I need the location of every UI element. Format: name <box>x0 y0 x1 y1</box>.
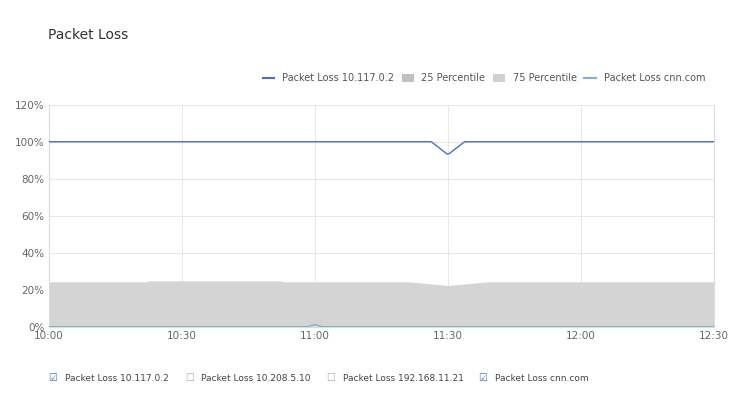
Text: ☐: ☐ <box>185 373 193 383</box>
Text: Packet Loss cnn.com: Packet Loss cnn.com <box>495 374 589 383</box>
Text: Packet Loss 10.208.5.10: Packet Loss 10.208.5.10 <box>202 374 311 383</box>
Text: ☑: ☑ <box>48 373 57 383</box>
Text: ☑: ☑ <box>478 373 487 383</box>
Legend: Packet Loss 10.117.0.2, 25 Percentile, 75 Percentile, Packet Loss cnn.com: Packet Loss 10.117.0.2, 25 Percentile, 7… <box>259 69 709 87</box>
Text: ☐: ☐ <box>327 373 336 383</box>
Text: Packet Loss 192.168.11.21: Packet Loss 192.168.11.21 <box>343 374 464 383</box>
Text: Packet Loss: Packet Loss <box>48 28 129 42</box>
Text: Packet Loss 10.117.0.2: Packet Loss 10.117.0.2 <box>65 374 168 383</box>
